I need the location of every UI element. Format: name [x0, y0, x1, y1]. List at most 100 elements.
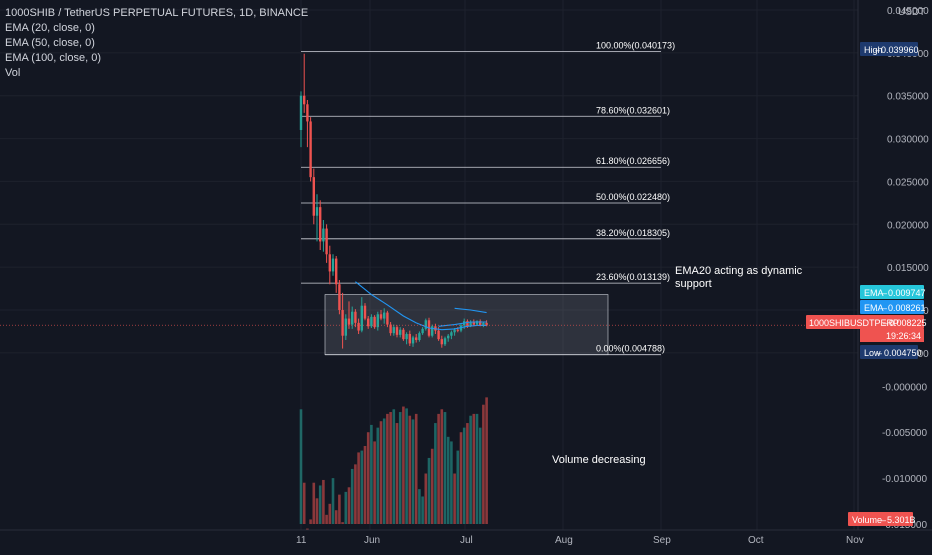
volume-bar: [312, 482, 316, 524]
volume-bar: [411, 419, 415, 524]
time-axis[interactable]: 11 Jun Jul Aug Sep Oct Nov: [0, 529, 932, 550]
last-tag-label: 1000SHIBUSDTPERP: [809, 318, 899, 328]
ema-line: [355, 281, 487, 331]
volume-bar: [389, 412, 392, 524]
indicator-volume[interactable]: Vol: [5, 67, 21, 79]
volume-bar: [382, 418, 386, 524]
ema-tag-2-dash: –: [882, 303, 887, 313]
candle-body: [341, 310, 344, 336]
volume-bar: [418, 489, 421, 524]
volume-bar: [430, 448, 434, 524]
ema-note-line-2: support: [675, 278, 712, 290]
candle-body: [370, 316, 373, 327]
candle-body: [389, 324, 392, 334]
candle-body: [479, 321, 482, 326]
candle-body: [363, 305, 367, 319]
candle-body: [415, 337, 418, 340]
candle-body: [392, 327, 395, 334]
ema-tag-1: EMA – 0.009747: [860, 285, 926, 299]
high-tag-label: High: [864, 45, 883, 55]
time-tick-jun: Jun: [364, 535, 380, 546]
candle-body: [299, 95, 303, 130]
candle-body: [354, 311, 357, 323]
fib-label: 0.00%(0.004788): [596, 344, 665, 354]
indicator-ema-50[interactable]: EMA (50, close, 0): [5, 37, 95, 49]
candle-body: [395, 327, 399, 335]
volume-bar: [402, 406, 405, 524]
volume-bar: [434, 423, 437, 524]
high-tag-value: 0.039960: [881, 45, 919, 55]
candle-body: [482, 322, 485, 326]
volume-bar: [325, 514, 328, 524]
candle-body: [456, 329, 459, 331]
volume-bar: [315, 498, 319, 524]
candle-body: [418, 333, 421, 340]
volume-bar: [299, 409, 303, 524]
volume-tick-label: -0.005000: [882, 428, 927, 439]
volume-bar: [370, 424, 373, 524]
candle-body: [351, 311, 354, 325]
low-tag-dash: –: [877, 348, 882, 358]
volume-bar: [338, 494, 341, 524]
volume-bar: [478, 427, 482, 524]
price-axis-unit: USDT: [898, 7, 925, 18]
fib-label: 61.80%(0.026656): [596, 156, 670, 166]
candle-body: [485, 322, 488, 326]
ema-tag-2: EMA – 0.008261: [860, 300, 926, 314]
candle-body: [443, 338, 447, 345]
candle-body: [450, 332, 453, 336]
candle-body: [405, 334, 408, 340]
volume-bar: [322, 479, 325, 524]
volume-bar: [472, 413, 476, 524]
symbol-title[interactable]: 1000SHIB / TetherUS PERPETUAL FUTURES, 1…: [5, 7, 309, 19]
candle-body: [357, 322, 360, 331]
volume-bar: [453, 473, 456, 524]
candle-body: [440, 339, 443, 345]
price-tick-label: 0.015000: [887, 263, 929, 274]
chart-legend: 1000SHIB / TetherUS PERPETUAL FUTURES, 1…: [5, 6, 308, 81]
low-tag-value: 0.004750: [884, 348, 922, 358]
volume-bar: [440, 409, 444, 524]
indicator-ema-20[interactable]: EMA (20, close, 0): [5, 22, 95, 34]
low-tag-label: Low: [864, 348, 881, 358]
candle-body: [344, 318, 347, 336]
candle-body: [338, 284, 341, 310]
volume-bar: [306, 528, 309, 530]
candle-body: [453, 329, 456, 333]
last-tag-value: 0.008225: [889, 318, 927, 328]
volume-bar: [459, 432, 463, 524]
fib-label: 50.00%(0.022480): [596, 192, 670, 202]
candle-body: [303, 95, 306, 105]
candle-body: [319, 207, 322, 242]
last-tag-dash: –: [883, 318, 888, 328]
volume-tick-label: -0.000000: [882, 382, 927, 393]
last-tag-countdown: 19:26:34: [886, 331, 921, 341]
indicator-ema-100[interactable]: EMA (100, close, 0): [5, 52, 101, 64]
fibonacci-layer: 100.00%(0.040173) 78.60%(0.032601) 61.80%(…: [301, 40, 675, 356]
volume-bar: [482, 404, 485, 524]
volume-bar: [344, 491, 348, 524]
volume-bar: [466, 423, 469, 524]
fib-label: 100.00%(0.040173): [596, 40, 675, 50]
volume-bar: [398, 412, 402, 524]
candle-body: [379, 314, 383, 319]
volume-bar: [462, 427, 466, 524]
volume-bar: [424, 473, 428, 524]
volume-bar: [392, 409, 396, 524]
volume-tag-dash: –: [881, 515, 886, 525]
price-tick-label: 0.045000: [887, 6, 929, 17]
time-tick-oct: Oct: [748, 535, 764, 546]
candle-body: [373, 316, 376, 328]
volume-bar: [421, 496, 424, 524]
candle-body: [347, 318, 351, 325]
candle-body: [328, 254, 331, 272]
price-axis[interactable]: USDT 0.0450000.0400000.0350000.0300000.0…: [857, 0, 932, 531]
candle-body: [469, 322, 472, 327]
volume-bar: [386, 413, 389, 524]
candle-body: [331, 258, 335, 272]
volume-bar: [408, 415, 412, 524]
fib-label: 78.60%(0.032601): [596, 105, 670, 115]
volume-bar: [366, 432, 370, 524]
volume-tag: Volume – 5.301B: [848, 512, 916, 526]
